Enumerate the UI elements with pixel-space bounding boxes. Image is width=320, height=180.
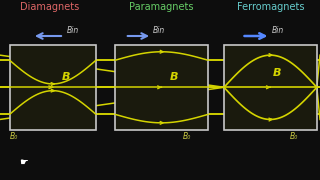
Text: Ferromagnets: Ferromagnets	[237, 2, 304, 12]
Text: Bin: Bin	[153, 26, 165, 35]
Text: Diamagnets: Diamagnets	[20, 2, 79, 12]
Text: Bin: Bin	[271, 26, 284, 35]
Text: Bin: Bin	[67, 26, 79, 35]
Bar	[10, 45, 96, 130]
Text: B: B	[170, 71, 179, 82]
Text: B: B	[273, 68, 281, 78]
Text: B₀: B₀	[10, 132, 18, 141]
Text: B: B	[61, 71, 70, 82]
Text: B₀: B₀	[290, 132, 298, 141]
Text: ☛: ☛	[20, 157, 28, 167]
Text: Paramagnets: Paramagnets	[129, 2, 194, 12]
Bar	[115, 45, 208, 130]
Text: B₀: B₀	[182, 132, 191, 141]
Bar	[224, 45, 317, 130]
